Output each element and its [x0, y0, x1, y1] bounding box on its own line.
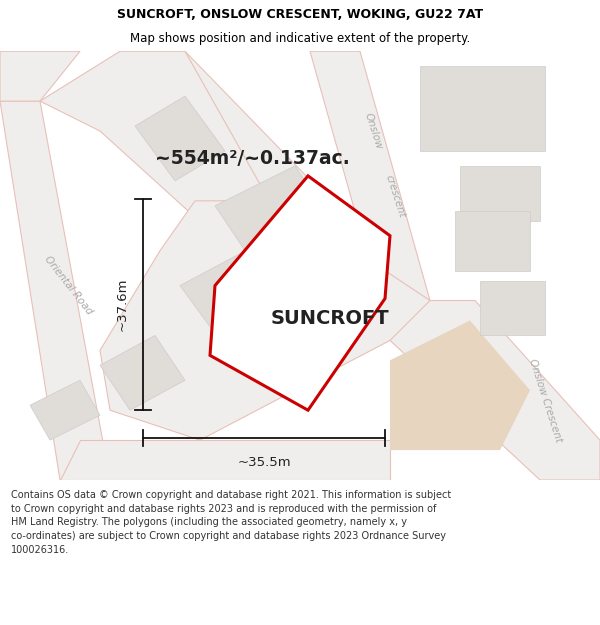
Polygon shape — [390, 321, 530, 450]
Polygon shape — [0, 51, 80, 101]
Text: SUNCROFT: SUNCROFT — [271, 309, 389, 328]
Polygon shape — [100, 336, 185, 410]
Polygon shape — [60, 440, 390, 480]
Text: ~37.6m: ~37.6m — [116, 278, 129, 331]
Polygon shape — [100, 201, 430, 440]
Text: crescent: crescent — [383, 173, 407, 219]
Polygon shape — [135, 96, 225, 181]
Text: Onslow: Onslow — [362, 111, 383, 151]
Text: Onslow Crescent: Onslow Crescent — [527, 357, 563, 443]
Polygon shape — [215, 166, 335, 266]
Polygon shape — [30, 380, 100, 440]
Polygon shape — [210, 176, 390, 410]
Polygon shape — [180, 246, 295, 341]
Text: SUNCROFT, ONSLOW CRESCENT, WOKING, GU22 7AT: SUNCROFT, ONSLOW CRESCENT, WOKING, GU22 … — [117, 8, 483, 21]
Text: ~35.5m: ~35.5m — [237, 456, 291, 469]
Polygon shape — [0, 101, 110, 480]
Text: ~554m²/~0.137ac.: ~554m²/~0.137ac. — [155, 149, 350, 168]
Text: Map shows position and indicative extent of the property.: Map shows position and indicative extent… — [130, 32, 470, 45]
Polygon shape — [40, 51, 275, 231]
Polygon shape — [420, 66, 545, 151]
Polygon shape — [455, 211, 530, 271]
Text: Contains OS data © Crown copyright and database right 2021. This information is : Contains OS data © Crown copyright and d… — [11, 490, 451, 554]
Polygon shape — [310, 51, 430, 301]
Text: Oriental Road: Oriental Road — [42, 254, 94, 317]
Polygon shape — [460, 166, 540, 221]
Polygon shape — [480, 281, 545, 336]
Polygon shape — [120, 51, 340, 211]
Polygon shape — [380, 301, 600, 480]
